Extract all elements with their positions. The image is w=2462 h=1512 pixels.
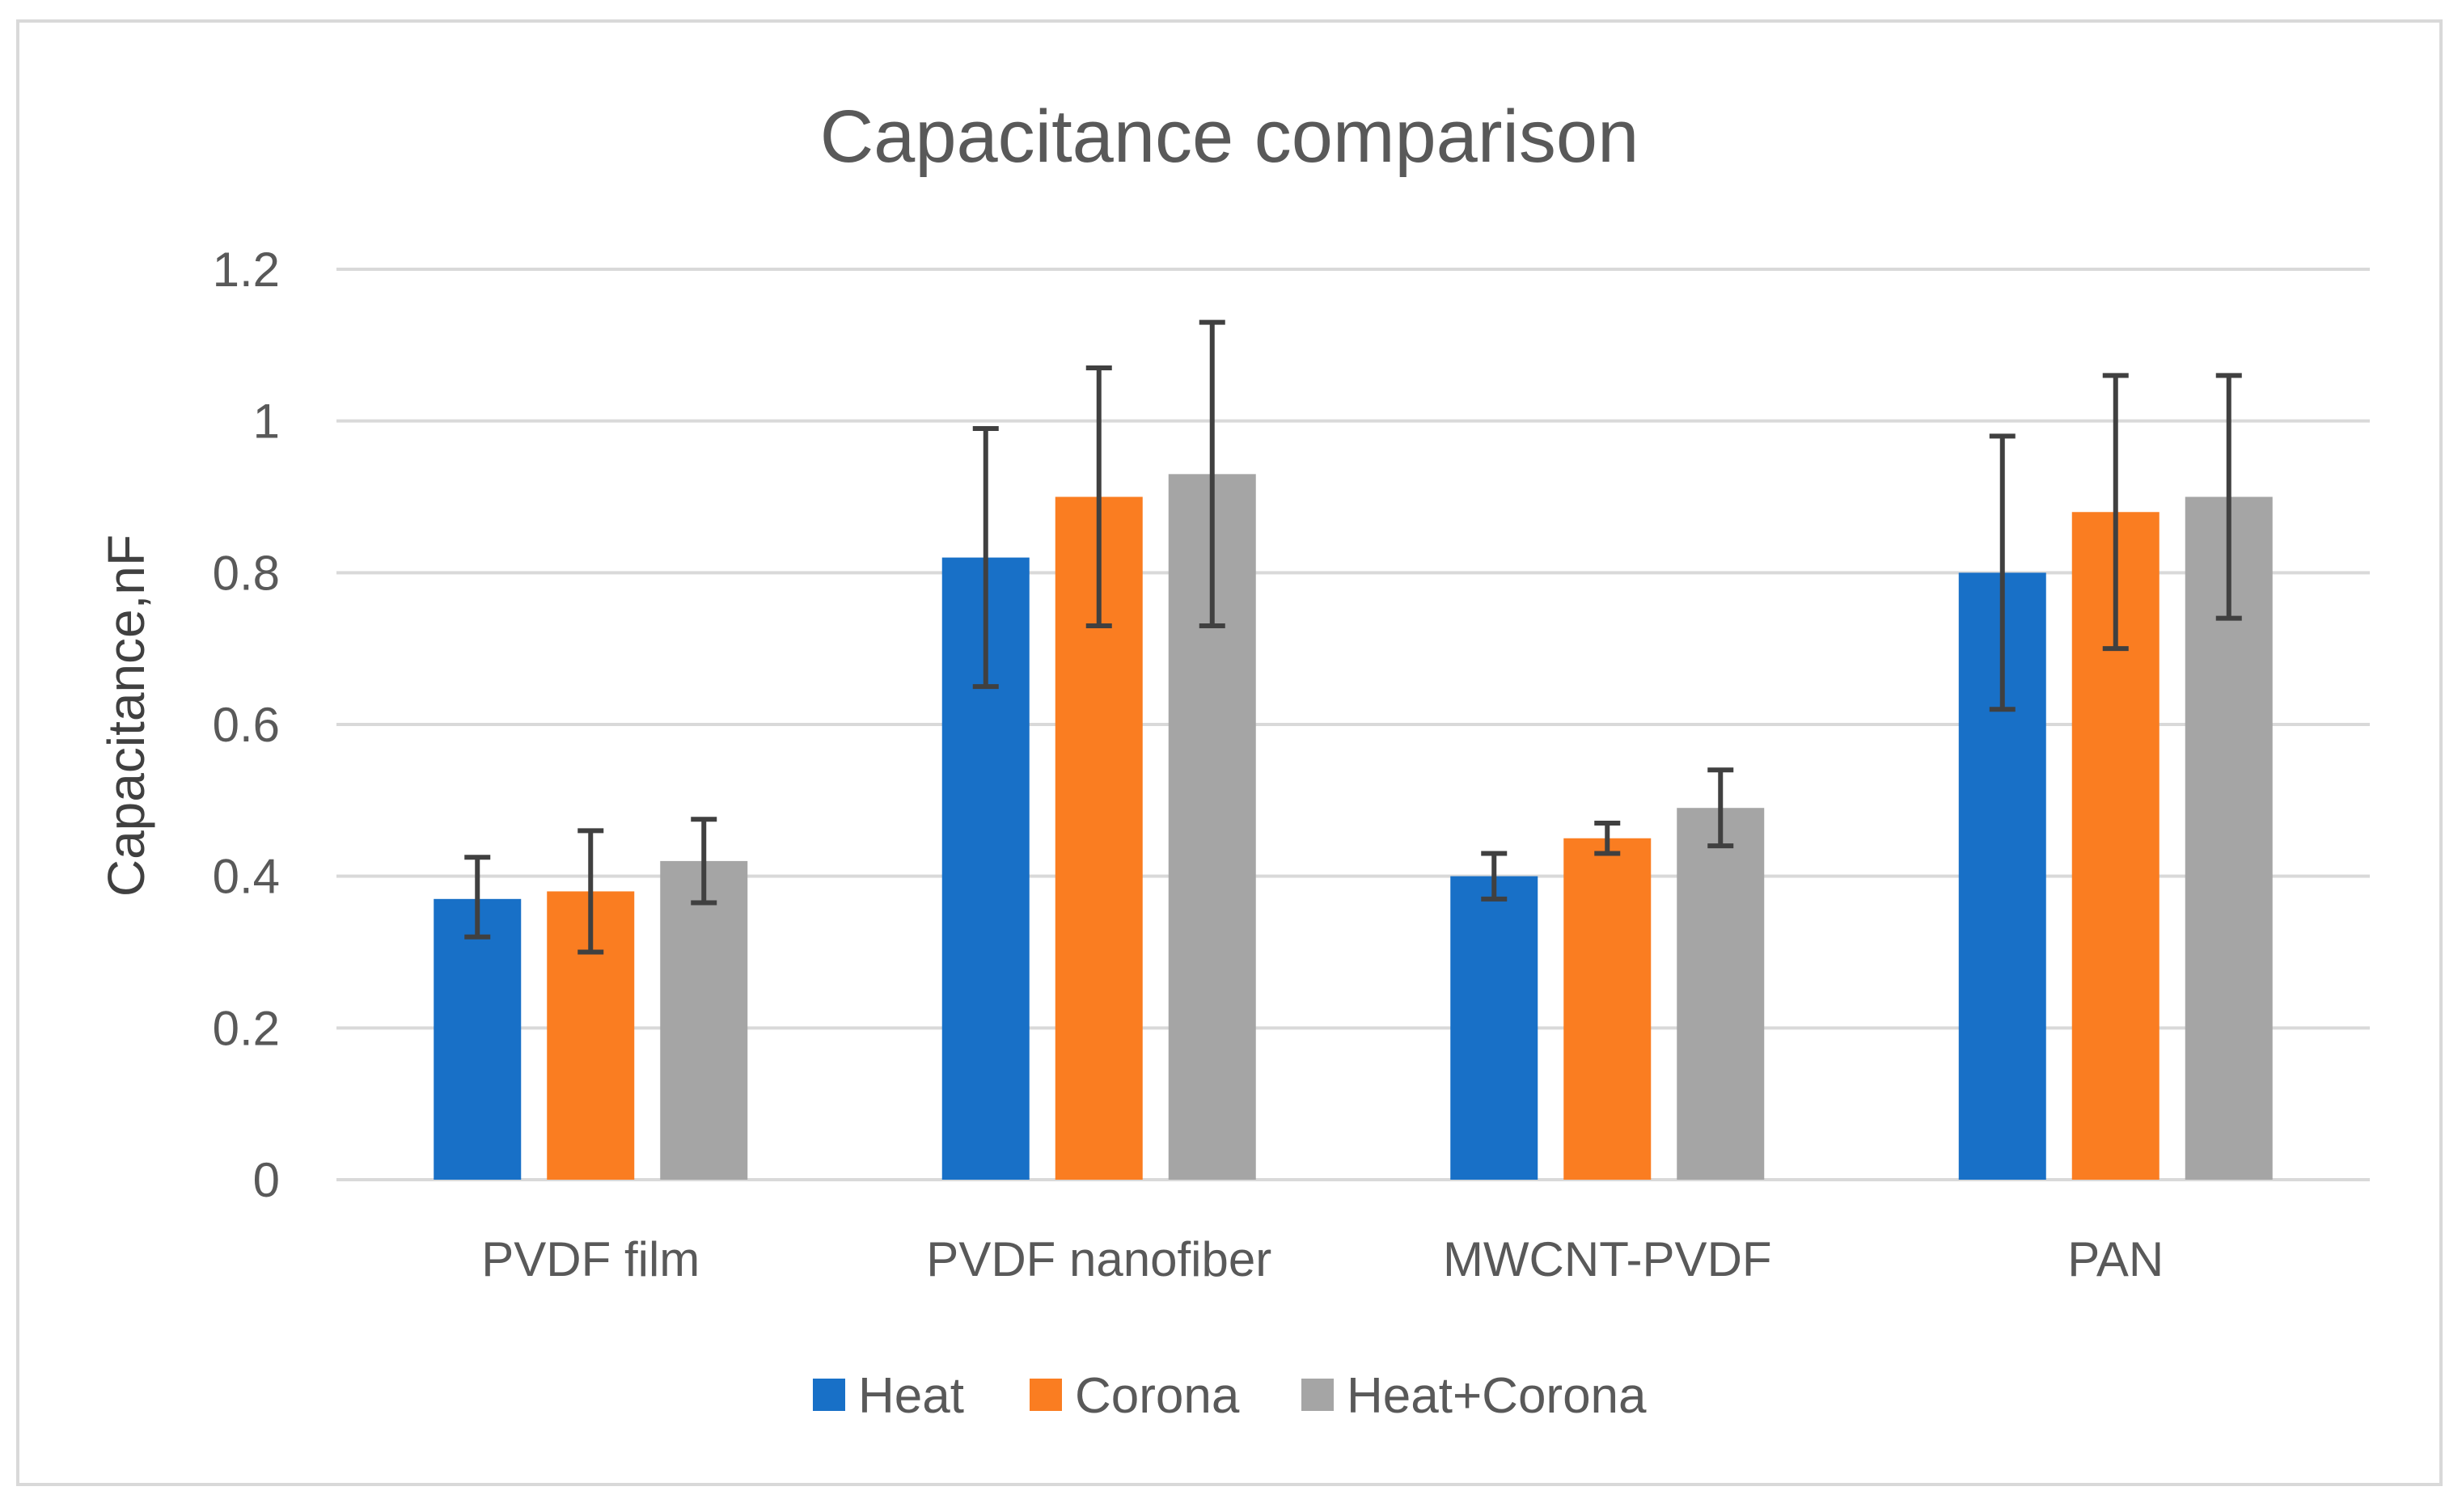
legend-label: Heat+Corona	[1347, 1368, 1647, 1424]
y-tick-label: 0.6	[213, 698, 280, 752]
bar-corona	[1563, 838, 1652, 1180]
x-category-label: PVDF film	[481, 1232, 700, 1286]
chart-title: Capacitance comparison	[820, 95, 1639, 178]
bar-heat	[1450, 876, 1538, 1180]
legend-swatch	[1030, 1379, 1062, 1411]
error-bar	[464, 855, 491, 940]
error-bar	[691, 817, 717, 906]
error-bar	[2215, 373, 2242, 621]
error-bar	[2102, 373, 2129, 652]
x-category-label: MWCNT-PVDF	[1443, 1232, 1772, 1286]
bar-heat-corona	[660, 860, 748, 1180]
legend-label: Corona	[1075, 1368, 1240, 1424]
y-tick-label: 0.2	[213, 1001, 280, 1055]
error-bar	[1989, 433, 2016, 712]
x-category-label: PAN	[2067, 1232, 2164, 1286]
y-tick-label: 0.8	[213, 546, 280, 600]
legend-item: Corona	[1030, 1368, 1240, 1424]
y-axis-title: Capacitance,nF	[97, 534, 155, 897]
error-bars	[464, 319, 2242, 955]
bars	[434, 474, 2273, 1180]
error-bar	[1085, 365, 1112, 629]
legend-label: Heat	[858, 1368, 964, 1424]
error-bar	[1594, 820, 1621, 856]
y-tick-label: 0	[253, 1153, 280, 1207]
gridlines	[336, 268, 2370, 1181]
x-category-label: PVDF nanofiber	[926, 1232, 1271, 1286]
error-bar	[1199, 319, 1225, 629]
y-tick-label: 1.2	[213, 243, 280, 297]
bar-heat	[434, 898, 522, 1180]
error-bar	[577, 828, 604, 955]
legend-swatch	[1301, 1379, 1334, 1411]
legend-item: Heat	[813, 1368, 964, 1424]
y-tick-label: 0.4	[213, 850, 280, 904]
error-bar	[1707, 767, 1734, 849]
x-axis-labels: PVDF film PVDF nanofiber MWCNT-PVDF PAN	[481, 1232, 2164, 1286]
legend: Heat Corona Heat+Corona	[813, 1368, 1647, 1424]
error-bar	[1481, 851, 1508, 902]
y-axis-ticks: 0 0.2 0.4 0.6 0.8 1 1.2	[213, 243, 280, 1207]
error-bar	[972, 426, 999, 690]
legend-swatch	[813, 1379, 845, 1411]
y-tick-label: 1	[253, 395, 280, 449]
bar-heat-corona	[1677, 808, 1765, 1180]
legend-item: Heat+Corona	[1301, 1368, 1647, 1424]
